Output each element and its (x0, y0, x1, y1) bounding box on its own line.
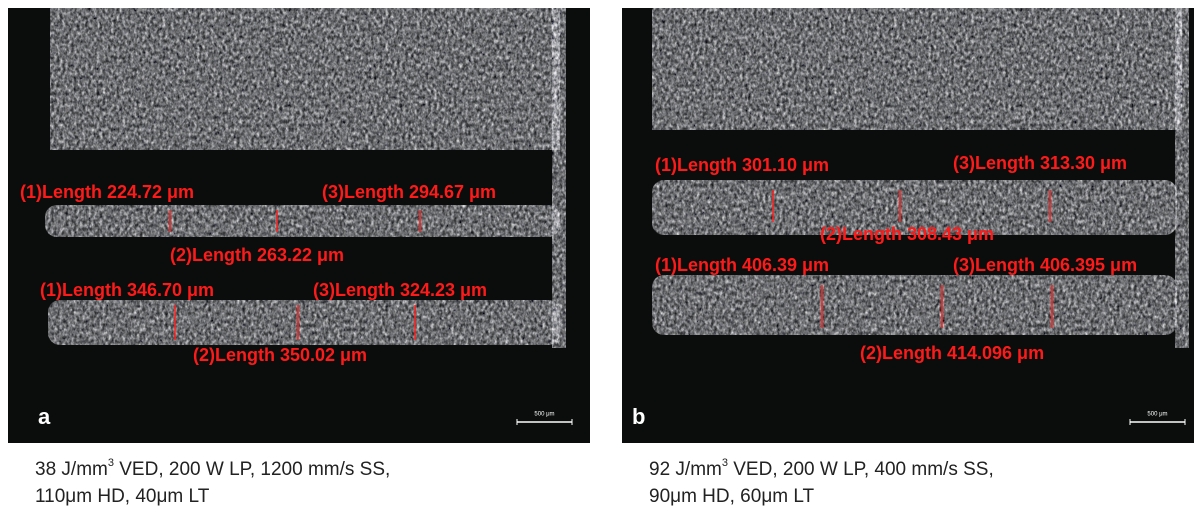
length-annotation: (1)Length 224.72 μm (20, 182, 194, 202)
panel-letter: b (632, 404, 645, 429)
length-annotation: (3)Length 313.30 μm (953, 153, 1127, 173)
caption-line: 92 J/mm3 VED, 200 W LP, 400 mm/s SS, (649, 457, 994, 480)
part-block (652, 8, 1182, 130)
length-annotation: (1)Length 406.39 μm (655, 255, 829, 275)
panel-letter: a (38, 404, 51, 429)
part-edge (1175, 8, 1189, 348)
length-annotation: (1)Length 301.10 μm (655, 155, 829, 175)
caption-text: VED, 200 W LP, 1200 mm/s SS, (114, 459, 390, 480)
weld-track (45, 205, 560, 237)
length-annotation: (3)Length 294.67 μm (322, 182, 496, 202)
length-annotation: (1)Length 346.70 μm (40, 280, 214, 300)
caption-line: 90μm HD, 60μm LT (649, 486, 815, 507)
caption-text: VED, 200 W LP, 400 mm/s SS, (728, 459, 994, 480)
length-annotation: (3)Length 406.395 μm (953, 255, 1137, 275)
caption-line: 110μm HD, 40μm LT (35, 486, 210, 507)
length-annotation: (2)Length 350.02 μm (193, 345, 367, 365)
scale-bar-label: 500 μm (534, 412, 554, 418)
caption-text: 38 J/mm (35, 459, 108, 480)
caption-superscript: 3 (108, 457, 114, 469)
length-annotation: (3)Length 324.23 μm (313, 280, 487, 300)
micrograph-panel: (1)Length 224.72 μm (3)Length 294.67 μm (2… (8, 8, 590, 443)
length-annotation: (2)Length 263.22 μm (170, 245, 344, 265)
micrograph-panel: (1)Length 301.10 μm (3)Length 313.30 μm (2… (622, 8, 1194, 443)
length-annotation: (2)Length 414.096 μm (860, 343, 1044, 363)
weld-track (48, 300, 560, 345)
caption-text: 92 J/mm (649, 459, 722, 480)
caption-superscript: 3 (722, 457, 728, 469)
caption-line: 38 J/mm3 VED, 200 W LP, 1200 mm/s SS, (35, 457, 390, 480)
length-annotation: (2)Length 308.43 μm (820, 224, 994, 244)
part-edge (552, 8, 566, 348)
scale-bar-label: 500 μm (1147, 412, 1167, 418)
weld-track (652, 275, 1177, 335)
part-block (50, 8, 560, 150)
weld-track (652, 180, 1177, 235)
